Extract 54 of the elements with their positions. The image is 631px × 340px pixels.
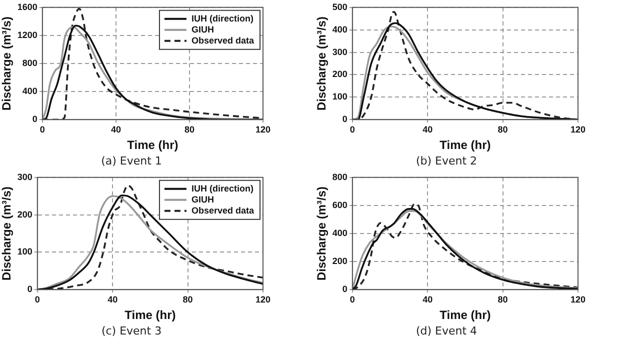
y-tick-label: 300 [17, 172, 32, 182]
y-tick-label: 600 [332, 200, 348, 210]
x-tick-label: 120 [570, 294, 586, 304]
text: (c) Event 3 [101, 324, 162, 338]
y-tick-label: 200 [332, 256, 348, 266]
x-tick-label: 80 [498, 294, 508, 304]
legend-label: Observed data [191, 205, 255, 216]
y-tick-label: 800 [332, 172, 348, 182]
x-tick-label: 80 [182, 294, 193, 304]
line-series [42, 8, 263, 120]
x-tick-label: 40 [108, 294, 118, 304]
x-tick-label: 120 [255, 294, 271, 304]
y-tick-label: 800 [22, 58, 38, 68]
y-tick-label: 300 [332, 46, 348, 57]
legend-label: IUH (direction) [191, 13, 254, 24]
y-tick-label: 0 [342, 284, 348, 294]
y-tick-label: 400 [332, 24, 348, 34]
y-tick-label: 100 [17, 246, 32, 257]
x-axis-title: Time (hr) [127, 138, 178, 152]
y-tick-label: 400 [22, 86, 38, 96]
x-tick-label: 120 [570, 124, 586, 134]
y-tick-label: 1600 [17, 2, 38, 12]
y-tick-label: 200 [17, 209, 32, 220]
x-tick-label: 80 [184, 124, 194, 134]
y-tick-label: 100 [332, 92, 348, 102]
text: (d) Event 4 [416, 324, 478, 338]
y-axis-title: Discharge (m³/s) [314, 186, 329, 281]
legend-label: GIUH [191, 194, 214, 204]
y-tick-label: 500 [332, 2, 348, 12]
text: (b) Event 2 [416, 154, 478, 168]
x-tick-label: 0 [350, 294, 355, 304]
y-axis-title: Discharge (m³/s) [314, 16, 329, 111]
x-tick-label: 80 [498, 124, 508, 134]
x-tick-label: 40 [422, 124, 433, 134]
y-tick-label: 0 [27, 284, 32, 294]
y-tick-label: 1200 [17, 30, 38, 40]
y-tick-label: 0 [32, 114, 38, 124]
y-axis-title: Discharge (m³/s) [0, 16, 14, 111]
y-tick-label: 0 [342, 114, 348, 124]
y-tick-label: 200 [332, 69, 348, 80]
x-tick-label: 0 [40, 124, 45, 134]
y-tick-label: 400 [332, 228, 348, 238]
x-axis-title: Time (hr) [440, 138, 491, 152]
x-tick-label: 0 [350, 124, 355, 134]
x-axis-title: Time (hr) [124, 308, 176, 322]
legend-label: IUH (direction) [191, 183, 254, 194]
text: (a) Event 1 [101, 154, 162, 168]
x-tick-label: 40 [110, 124, 121, 134]
legend-label: GIUH [191, 24, 214, 34]
x-tick-label: 40 [422, 294, 433, 304]
legend-label: Observed data [191, 35, 255, 46]
x-tick-label: 120 [255, 124, 271, 134]
y-axis-title: Discharge (m³/s) [0, 186, 14, 281]
x-axis-title: Time (hr) [440, 308, 491, 322]
